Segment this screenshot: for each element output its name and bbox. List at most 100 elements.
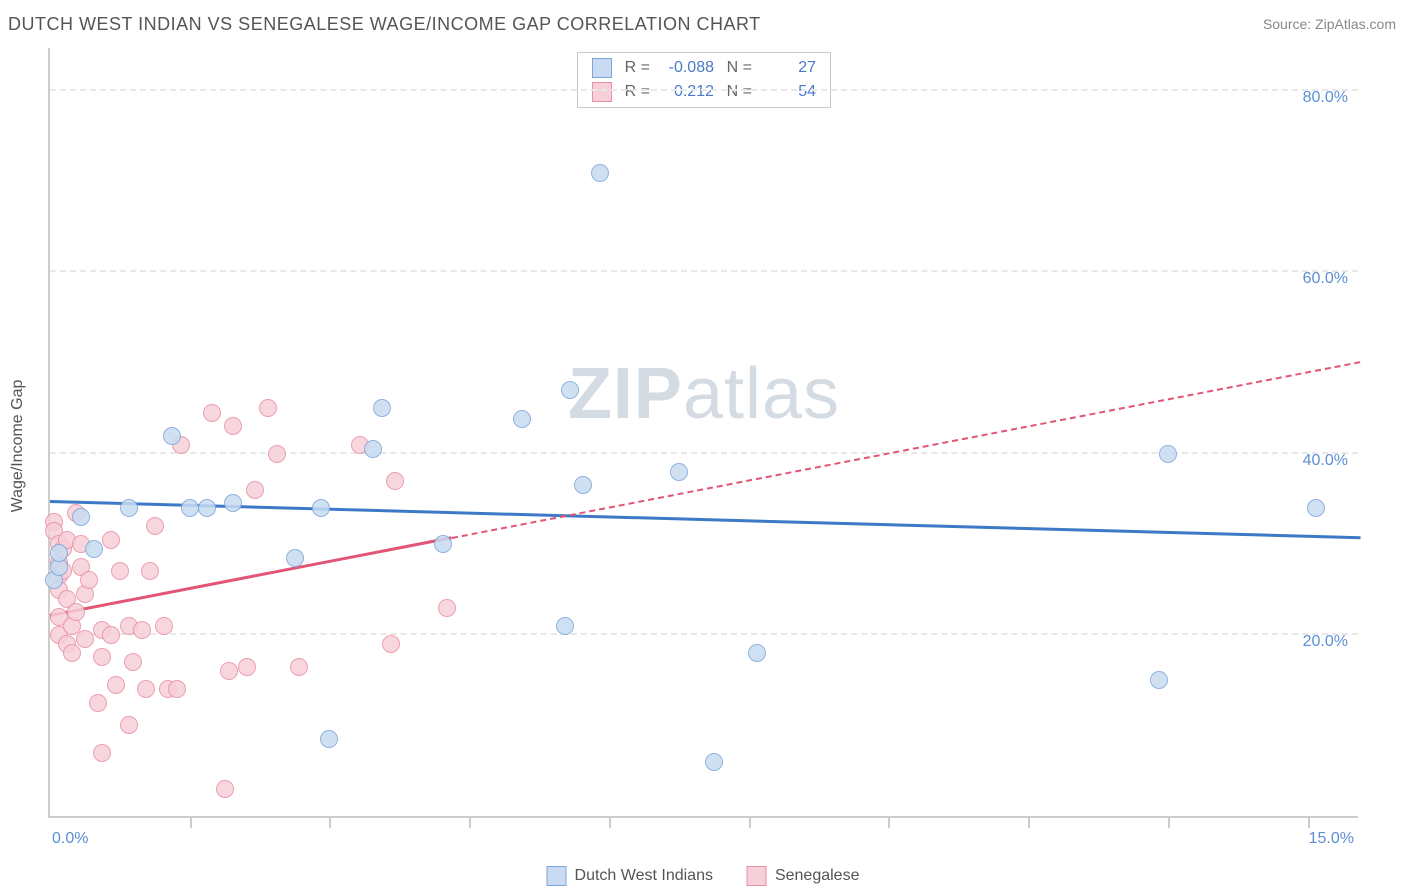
data-point (320, 730, 338, 748)
n-value-0: 27 (762, 56, 816, 80)
r-label-1: R = (622, 80, 650, 104)
data-point (1307, 499, 1325, 517)
data-point (268, 445, 286, 463)
n-label-0: N = (724, 56, 752, 80)
stats-row-1: R = 0.212 N = 54 (592, 80, 816, 104)
data-point (748, 644, 766, 662)
data-point (107, 676, 125, 694)
data-point (50, 544, 68, 562)
data-point (72, 508, 90, 526)
x-tick (749, 816, 751, 828)
data-point (67, 603, 85, 621)
data-point (137, 680, 155, 698)
data-point (574, 476, 592, 494)
data-point (286, 549, 304, 567)
data-point (312, 499, 330, 517)
x-tick-label: 0.0% (52, 830, 88, 848)
x-tick (469, 816, 471, 828)
x-tick (1308, 816, 1310, 828)
data-point (434, 535, 452, 553)
legend-swatch-senegalese (592, 82, 612, 102)
data-point (438, 599, 456, 617)
data-point (89, 694, 107, 712)
trend-line-dashed (452, 361, 1361, 539)
data-point (163, 427, 181, 445)
data-point (124, 653, 142, 671)
data-point (561, 381, 579, 399)
n-label-1: N = (724, 80, 752, 104)
data-point (80, 571, 98, 589)
legend-swatch-dutch-bottom (547, 866, 567, 886)
data-point (556, 617, 574, 635)
data-point (168, 680, 186, 698)
data-point (1150, 671, 1168, 689)
data-point (246, 481, 264, 499)
data-point (111, 562, 129, 580)
data-point (102, 626, 120, 644)
legend-label-senegalese: Senegalese (775, 867, 860, 885)
data-point (220, 662, 238, 680)
watermark-bold: ZIP (568, 354, 683, 434)
data-point (120, 499, 138, 517)
data-point (216, 780, 234, 798)
gridline-y (50, 270, 1358, 272)
data-point (76, 630, 94, 648)
y-axis-label: Wage/Income Gap (9, 380, 27, 513)
stats-row-0: R = -0.088 N = 27 (592, 56, 816, 80)
watermark-light: atlas (683, 354, 840, 434)
chart-title: DUTCH WEST INDIAN VS SENEGALESE WAGE/INC… (0, 14, 761, 35)
y-tick-label: 60.0% (1303, 270, 1348, 288)
data-point (93, 744, 111, 762)
data-point (513, 410, 531, 428)
data-point (203, 404, 221, 422)
legend-item-dutch: Dutch West Indians (547, 866, 713, 886)
data-point (85, 540, 103, 558)
data-point (364, 440, 382, 458)
x-tick (329, 816, 331, 828)
legend-label-dutch: Dutch West Indians (575, 867, 713, 885)
data-point (141, 562, 159, 580)
data-point (224, 417, 242, 435)
data-point (181, 499, 199, 517)
gridline-y (50, 633, 1358, 635)
x-tick-label: 15.0% (1309, 830, 1354, 848)
data-point (146, 517, 164, 535)
data-point (63, 644, 81, 662)
trend-line (50, 500, 1360, 539)
scatter-plot-area: ZIPatlas R = -0.088 N = 27 R = 0.212 N =… (48, 48, 1358, 818)
data-point (259, 399, 277, 417)
x-tick (1168, 816, 1170, 828)
gridline-y (50, 89, 1358, 91)
y-tick-label: 80.0% (1303, 89, 1348, 107)
data-point (198, 499, 216, 517)
data-point (238, 658, 256, 676)
data-point (155, 617, 173, 635)
data-point (290, 658, 308, 676)
bottom-legend: Dutch West Indians Senegalese (547, 866, 860, 886)
stats-legend-box: R = -0.088 N = 27 R = 0.212 N = 54 (577, 52, 831, 108)
r-value-1: 0.212 (660, 80, 714, 104)
legend-item-senegalese: Senegalese (747, 866, 860, 886)
data-point (591, 164, 609, 182)
data-point (670, 463, 688, 481)
data-point (120, 716, 138, 734)
legend-swatch-dutch (592, 58, 612, 78)
data-point (386, 472, 404, 490)
x-tick (609, 816, 611, 828)
watermark-text: ZIPatlas (568, 353, 840, 435)
x-tick (888, 816, 890, 828)
data-point (102, 531, 120, 549)
data-point (133, 621, 151, 639)
data-point (1159, 445, 1177, 463)
n-value-1: 54 (762, 80, 816, 104)
y-tick-label: 20.0% (1303, 633, 1348, 651)
data-point (93, 648, 111, 666)
data-point (705, 753, 723, 771)
legend-swatch-senegalese-bottom (747, 866, 767, 886)
x-tick (1028, 816, 1030, 828)
source-label: Source: ZipAtlas.com (1263, 16, 1396, 32)
y-tick-label: 40.0% (1303, 452, 1348, 470)
data-point (373, 399, 391, 417)
x-tick (190, 816, 192, 828)
data-point (224, 494, 242, 512)
